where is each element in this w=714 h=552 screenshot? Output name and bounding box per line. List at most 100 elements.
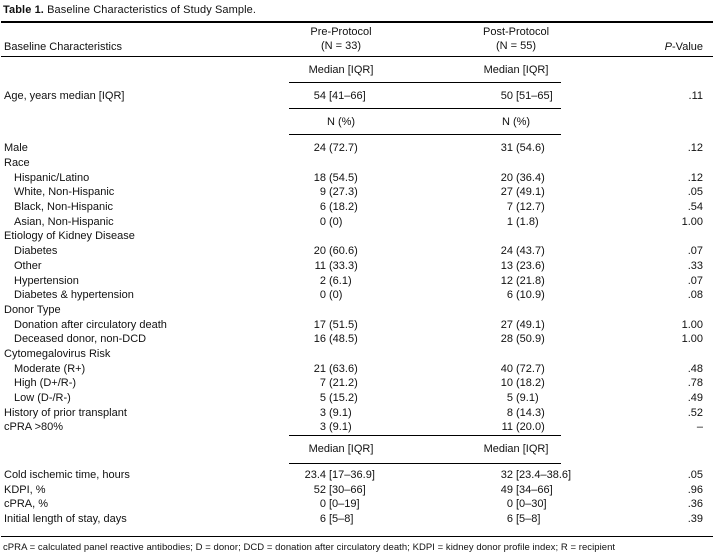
table-row: KDPI, % 52 [30–66] 49 [34–66] .96 [1, 482, 713, 497]
p-value: .48 [687, 362, 703, 375]
pre-protocol-value: 7 (21.2) [289, 377, 393, 389]
p-value: 1.00 [681, 215, 703, 228]
pre-protocol-value: 24 (72.7) [289, 142, 393, 154]
post-protocol-value: 49 [34–66] [471, 484, 561, 496]
value-number: 13 [500, 259, 513, 272]
value-detail: (0) [329, 289, 343, 302]
p-value: .05 [687, 186, 703, 199]
value-detail: (0) [329, 215, 343, 228]
post-protocol-value: 13 (23.6) [471, 260, 561, 272]
value-detail: (1.8) [516, 215, 539, 228]
table-caption: Baseline Characteristics of Study Sample… [43, 4, 257, 16]
post-protocol-value: 28 (50.9) [471, 333, 561, 345]
value-detail: [17–36.9] [329, 469, 375, 482]
value-detail: (43.7) [516, 245, 545, 258]
value-detail: [0–19] [329, 498, 360, 511]
value-number: 5 [319, 392, 326, 405]
value-number: 11 [501, 421, 513, 434]
value-number: 24 [313, 142, 326, 155]
value-number: 10 [500, 377, 513, 390]
post-protocol-value: 7 (12.7) [471, 201, 561, 213]
value-number: 5 [506, 392, 513, 405]
value-detail: (54.6) [516, 142, 545, 155]
post-protocol-value: N (%) [471, 116, 561, 128]
pre-protocol-value: 9 (27.3) [289, 186, 393, 198]
table-row: Hypertension 2 (6.1) 12 (21.8) .07 [1, 273, 713, 288]
pre-subheader: Median [IQR] [308, 63, 374, 76]
row-label: Low (D-/R-) [14, 392, 71, 405]
value-detail: (27.3) [329, 186, 358, 199]
post-protocol-value: 5 (9.1) [471, 392, 561, 404]
p-value: .33 [687, 259, 703, 272]
value-number: 7 [319, 377, 326, 390]
table-header-rule [1, 56, 713, 57]
header-post-protocol: Post-Protocol (N = 55) [471, 23, 561, 56]
table-row: History of prior transplant 3 (9.1) 8 (14.3)… [1, 405, 713, 420]
value-number: 11 [314, 259, 326, 272]
pre-protocol-value: 52 [30–66] [289, 484, 393, 496]
row-label: Diabetes [14, 245, 58, 258]
post-protocol-value: 50 [51–65] [471, 90, 561, 102]
pre-protocol-value: 18 (54.5) [289, 172, 393, 184]
value-number: 16 [313, 333, 326, 346]
table-row: cPRA, % 0 [0–19] 0 [0–30] .36 [1, 497, 713, 512]
value-detail: (18.2) [516, 377, 545, 390]
pre-protocol-value: 5 (15.2) [289, 392, 393, 404]
row-label: White, Non-Hispanic [14, 186, 115, 199]
value-detail: (72.7) [329, 142, 358, 155]
value-detail: [5–8] [516, 513, 541, 526]
pre-protocol-value: 23.4 [17–36.9] [289, 469, 393, 481]
value-number: 3 [319, 406, 326, 419]
row-label: KDPI, % [4, 483, 46, 496]
pre-subheader: Median [IQR] [308, 443, 374, 456]
header-p-value-rest: -Value [672, 41, 703, 53]
table-bottom-rule [1, 535, 713, 537]
value-detail: (9.1) [329, 421, 352, 434]
pre-protocol-value: 6 [5–8] [289, 513, 393, 525]
value-detail: (12.7) [516, 201, 545, 214]
row-label: cPRA, % [4, 498, 49, 511]
value-detail: (9.1) [516, 392, 539, 405]
row-label: Diabetes & hypertension [14, 289, 134, 302]
partial-rule [289, 82, 561, 83]
group-row: Etiology of Kidney Disease [1, 229, 713, 244]
value-number: 23.4 [304, 469, 326, 482]
p-value: .39 [687, 513, 703, 526]
p-value: .78 [687, 377, 703, 390]
table-row: White, Non-Hispanic 9 (27.3) 27 (49.1) .05 [1, 185, 713, 200]
pre-protocol-value: 0 [0–19] [289, 498, 393, 510]
value-number: 9 [319, 186, 326, 199]
pre-protocol-value: 3 (9.1) [289, 421, 393, 433]
value-number: 20 [500, 171, 513, 184]
row-label: High (D+/R-) [14, 377, 77, 390]
value-number: 6 [319, 513, 326, 526]
row-label: Cytomegalovirus Risk [4, 347, 111, 360]
table-row: Black, Non-Hispanic 6 (18.2) 7 (12.7) .54 [1, 200, 713, 215]
value-number: 8 [506, 406, 513, 419]
pre-protocol-value: 2 (6.1) [289, 275, 393, 287]
post-protocol-value: 11 (20.0) [471, 421, 561, 433]
row-label: Deceased donor, non-DCD [14, 333, 147, 346]
p-value: .11 [688, 89, 703, 102]
table-header-row: Baseline Characteristics Pre-Protocol (N… [1, 23, 713, 56]
table-row: Asian, Non-Hispanic 0 (0) 1 (1.8) 1.00 [1, 214, 713, 229]
value-detail: (51.5) [329, 318, 358, 331]
value-detail: (9.1) [329, 406, 352, 419]
value-detail: (21.2) [329, 377, 358, 390]
p-value: – [696, 421, 703, 434]
table-row: Male 24 (72.7) 31 (54.6) .12 [1, 141, 713, 156]
table-row: Age, years median [IQR] 54 [41–66] 50 [51–65… [1, 83, 713, 108]
value-number: 0 [319, 215, 326, 228]
header-pre-protocol-line1: Pre-Protocol [310, 26, 372, 38]
post-protocol-value: 6 (10.9) [471, 289, 561, 301]
row-label: Other [14, 259, 42, 272]
post-protocol-value: 32 [23.4–38.6] [471, 469, 571, 481]
p-value: .05 [687, 469, 703, 482]
value-number: 0 [506, 498, 513, 511]
value-detail: (63.6) [329, 362, 358, 375]
value-detail: [30–66] [329, 483, 366, 496]
pre-protocol-value: Median [IQR] [289, 443, 393, 455]
value-detail: [41–66] [329, 89, 366, 102]
header-column-gap [393, 23, 471, 56]
